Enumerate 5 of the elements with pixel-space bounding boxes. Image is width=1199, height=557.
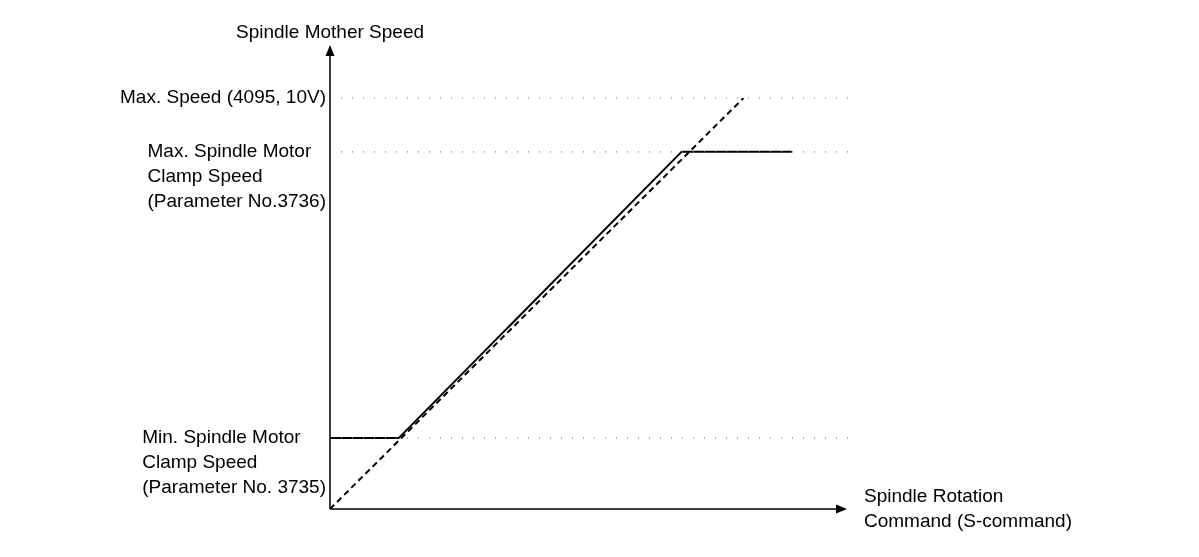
y-axis-title: Spindle Mother Speed [235, 20, 425, 42]
ref-line-label: Min. Spindle Motor Clamp Speed (Parameter No. 3735) [142, 426, 326, 498]
x-axis-title: Spindle Rotation Command (S-command) [864, 485, 1072, 532]
ref-line-label: Max. Speed (4095, 10V) [120, 86, 327, 108]
ref-line-label: Max. Spindle Motor Clamp Speed (Parameter No.3736) [147, 140, 326, 212]
